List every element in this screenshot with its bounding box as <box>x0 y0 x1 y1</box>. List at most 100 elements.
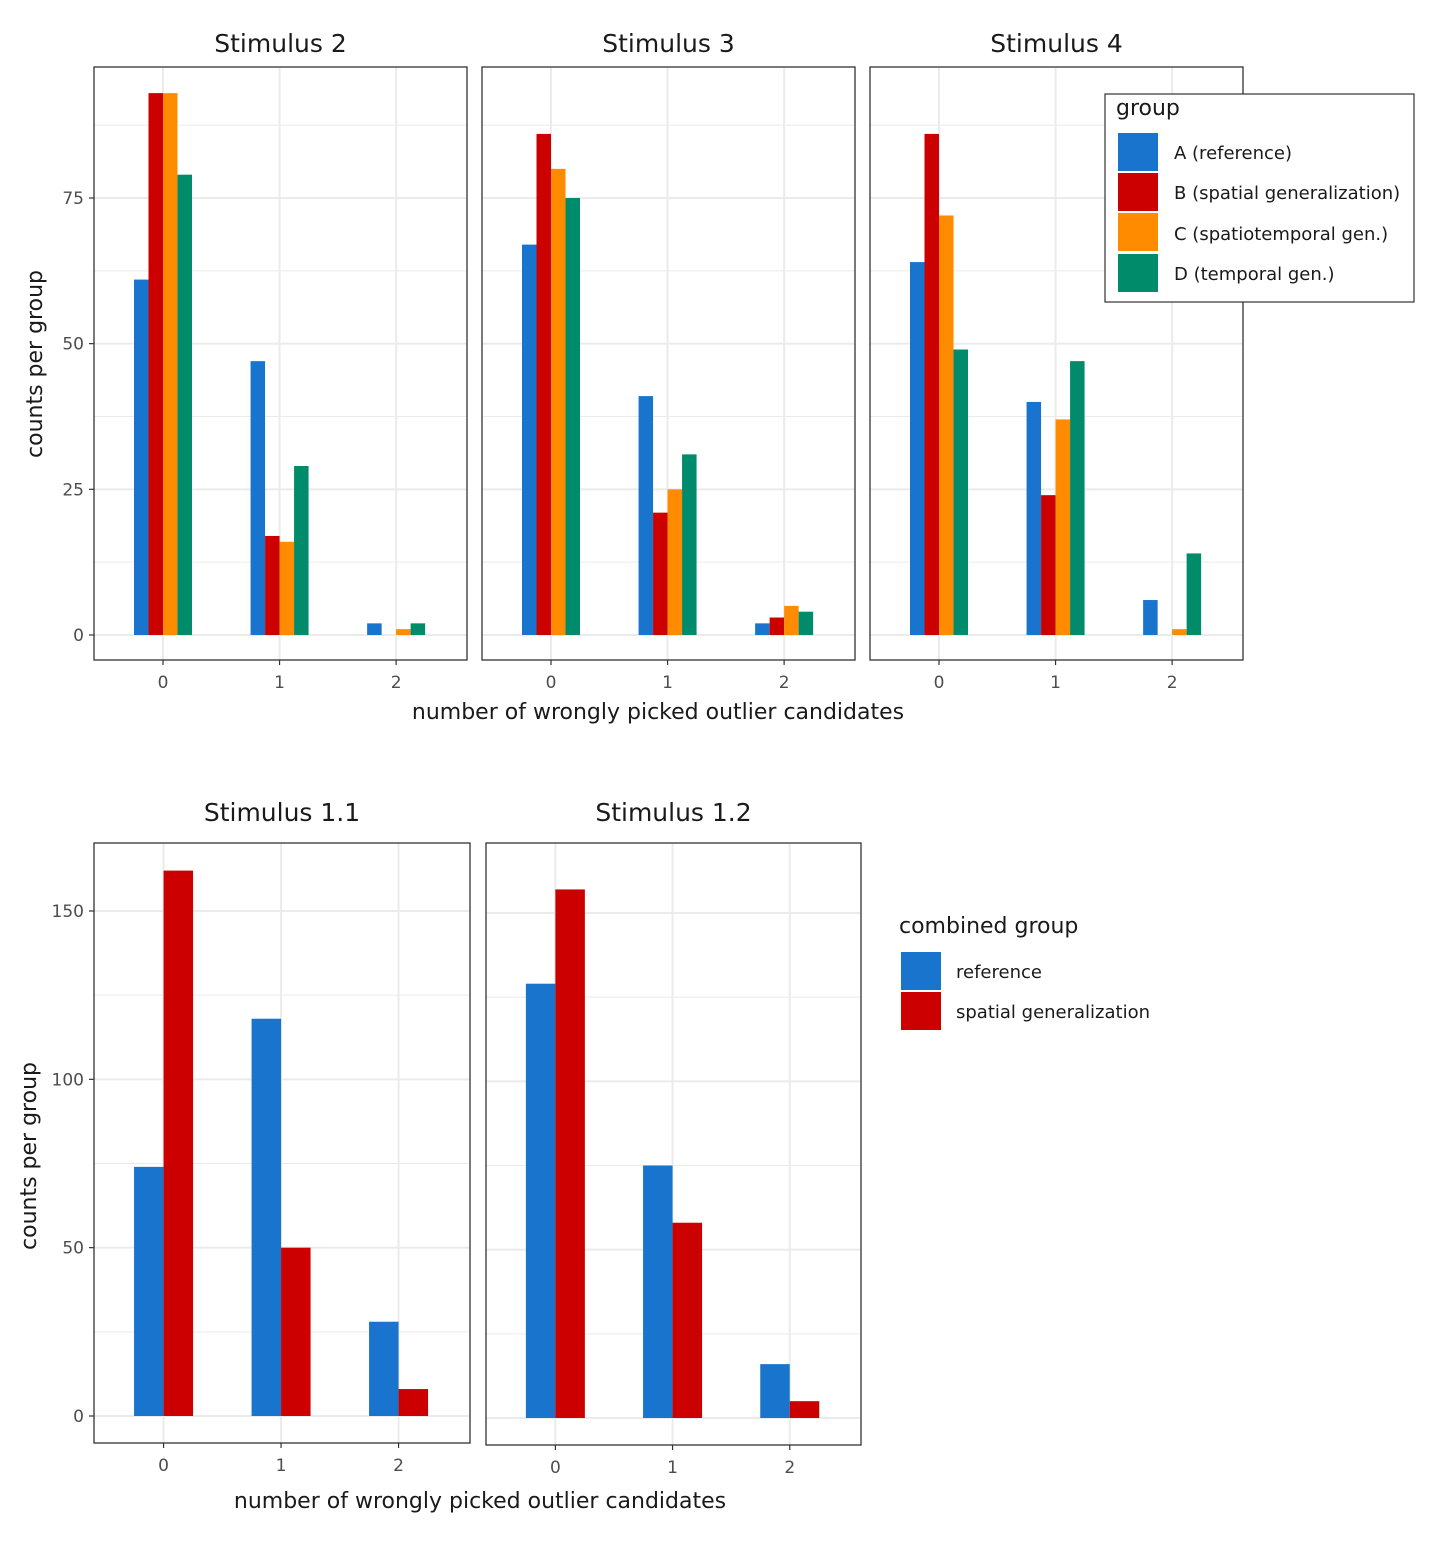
bar-d-0 <box>177 174 193 635</box>
x-tick-label: 0 <box>934 673 945 693</box>
bar-b-1 <box>653 512 668 635</box>
x-tick-label: 0 <box>546 673 557 693</box>
x-tick-label: 1 <box>662 673 673 693</box>
panel-border <box>93 66 468 661</box>
legend-label-spatial: spatial generalization <box>956 1002 1150 1023</box>
bar-b-1 <box>1041 495 1056 635</box>
legend-swatch-b <box>1118 173 1158 211</box>
bar-c-2 <box>396 629 411 635</box>
panel-stimulus-4: Stimulus 4 0 1 2 <box>869 29 1244 693</box>
bar-spatial-2 <box>398 1389 429 1416</box>
legend-label-c: C (spatiotemporal gen.) <box>1174 224 1388 245</box>
panel-title: Stimulus 2 <box>214 29 346 58</box>
legend-swatch-c <box>1118 213 1158 251</box>
panel-stimulus-2: Stimulus 2 0 1 2 0 25 50 75 <box>62 29 468 693</box>
y-tick-label: 50 <box>62 335 84 355</box>
x-tick-label: 0 <box>158 673 169 693</box>
bar-a-1 <box>1026 401 1042 635</box>
bar-spatial-0 <box>163 870 194 1416</box>
bar-spatial-2 <box>789 1401 820 1418</box>
bar-b-2 <box>769 617 785 635</box>
y-tick-label: 0 <box>73 1407 84 1427</box>
panel-border <box>485 842 862 1446</box>
bar-reference-2 <box>369 1321 399 1416</box>
bar-b-1 <box>265 535 280 635</box>
x-tick-label: 1 <box>274 673 285 693</box>
x-tick-label: 2 <box>1167 673 1178 693</box>
legend-swatch-spatial <box>901 992 941 1030</box>
y-tick-label: 75 <box>62 189 84 209</box>
x-tick-label: 2 <box>393 1456 404 1476</box>
x-tick-label: 0 <box>158 1456 169 1476</box>
bar-b-0 <box>924 133 940 635</box>
panel-border <box>93 842 471 1444</box>
x-tick-label: 1 <box>276 1456 287 1476</box>
panel-title: Stimulus 1.2 <box>595 798 751 827</box>
bar-d-1 <box>294 466 309 635</box>
bar-a-1 <box>250 361 266 635</box>
panel-stimulus-3: Stimulus 3 0 1 2 <box>481 29 856 693</box>
panel-border <box>869 66 1244 661</box>
bar-c-1 <box>667 489 683 635</box>
panel-title: Stimulus 1.1 <box>204 798 360 827</box>
y-tick-label: 150 <box>52 902 84 922</box>
bar-b-0 <box>148 93 164 636</box>
panel-border <box>481 66 856 661</box>
bar-reference-0 <box>134 1166 164 1416</box>
panel-title: Stimulus 4 <box>990 29 1122 58</box>
bar-c-1 <box>279 541 295 635</box>
legend-bottom: combined group reference spatial general… <box>899 914 1150 1030</box>
y-tick-label: 100 <box>52 1070 84 1090</box>
panel-title: Stimulus 3 <box>602 29 734 58</box>
bar-b-0 <box>536 133 552 635</box>
x-tick-label: 2 <box>779 673 790 693</box>
legend-label-d: D (temporal gen.) <box>1174 264 1335 285</box>
legend-label-a: A (reference) <box>1174 143 1292 164</box>
bar-d-0 <box>953 349 969 635</box>
bar-reference-1 <box>251 1018 282 1416</box>
bar-d-0 <box>565 198 581 635</box>
bar-d-2 <box>1186 553 1202 635</box>
bar-a-2 <box>755 623 770 635</box>
panel-stimulus-1-1: Stimulus 1.1 0 1 2 0 50 100 150 <box>52 798 471 1476</box>
y-tick-label: 25 <box>62 480 84 500</box>
bar-d-2 <box>410 623 426 635</box>
bar-reference-2 <box>760 1364 790 1418</box>
legend-label-b: B (spatial generalization) <box>1174 183 1400 204</box>
legend-top: group A (reference) B (spatial generaliz… <box>1104 93 1415 303</box>
bar-reference-1 <box>643 1165 673 1418</box>
panel-stimulus-1-2: Stimulus 1.2 0 1 2 <box>485 798 862 1478</box>
x-tick-label: 1 <box>1050 673 1061 693</box>
legend-swatch-d <box>1118 254 1158 292</box>
bottom-y-axis-title: counts per group <box>17 1062 42 1250</box>
legend-swatch-a <box>1118 133 1158 171</box>
bar-a-0 <box>522 244 537 635</box>
bar-c-0 <box>163 93 178 636</box>
bar-d-1 <box>682 454 697 635</box>
bar-spatial-1 <box>672 1222 703 1418</box>
bar-c-1 <box>1055 419 1071 635</box>
bar-a-0 <box>910 262 925 635</box>
bar-c-0 <box>939 215 954 636</box>
bar-c-0 <box>551 168 566 635</box>
bar-d-2 <box>798 611 814 635</box>
bar-spatial-1 <box>281 1247 311 1416</box>
top-y-axis-title: counts per group <box>23 270 48 458</box>
bar-spatial-0 <box>555 889 585 1418</box>
x-tick-label: 2 <box>784 1458 795 1478</box>
bar-c-2 <box>784 605 799 635</box>
bar-a-0 <box>134 279 149 635</box>
x-tick-label: 1 <box>667 1458 678 1478</box>
bottom-x-axis-title: number of wrongly picked outlier candida… <box>234 1489 726 1514</box>
bar-d-1 <box>1070 361 1085 635</box>
bar-c-2 <box>1172 629 1187 635</box>
legend-label-reference: reference <box>956 962 1042 983</box>
legend-bottom-title: combined group <box>899 914 1078 939</box>
bar-a-2 <box>1143 600 1158 635</box>
x-tick-label: 2 <box>391 673 402 693</box>
legend-swatch-reference <box>901 952 941 990</box>
top-x-axis-title: number of wrongly picked outlier candida… <box>412 700 904 725</box>
bar-a-2 <box>367 623 382 635</box>
x-tick-label: 0 <box>550 1458 561 1478</box>
